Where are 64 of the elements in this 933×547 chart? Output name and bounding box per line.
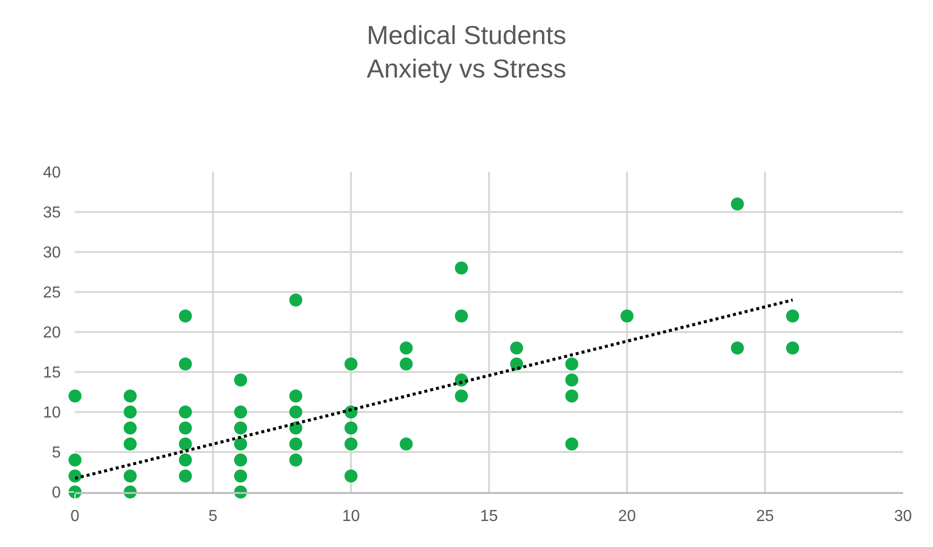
point xyxy=(124,390,137,402)
point xyxy=(124,438,137,450)
x-tick-label: 25 xyxy=(756,508,774,525)
y-tick-label: 35 xyxy=(43,204,61,222)
point xyxy=(510,342,524,354)
point xyxy=(234,438,248,450)
point xyxy=(454,310,468,322)
point xyxy=(68,470,82,482)
y-tick-label: 0 xyxy=(52,484,61,502)
point xyxy=(454,262,468,274)
point xyxy=(289,390,302,402)
point xyxy=(400,438,413,450)
x-tick-label: 10 xyxy=(342,508,360,525)
point xyxy=(178,406,192,418)
point xyxy=(289,406,302,418)
point xyxy=(454,390,468,402)
y-tick-label: 10 xyxy=(43,404,61,422)
point xyxy=(289,454,302,466)
x-tick-label: 20 xyxy=(618,508,636,525)
point xyxy=(565,358,578,370)
point xyxy=(124,470,137,482)
point xyxy=(786,310,800,322)
y-tick-label: 15 xyxy=(43,364,61,382)
y-tick-label: 30 xyxy=(43,244,61,262)
point xyxy=(234,454,248,466)
point xyxy=(289,294,302,306)
point xyxy=(234,374,248,386)
point xyxy=(730,198,744,210)
point xyxy=(124,406,137,418)
point xyxy=(510,358,524,370)
point xyxy=(178,454,192,466)
point xyxy=(234,470,248,482)
point xyxy=(730,342,744,354)
x-tick-label: 30 xyxy=(894,508,912,525)
x-tick-label: 15 xyxy=(480,508,498,525)
point xyxy=(400,342,413,354)
point xyxy=(400,358,413,370)
point xyxy=(344,470,358,482)
y-tick-label: 25 xyxy=(43,284,61,302)
y-tick-label: 5 xyxy=(52,444,61,462)
point xyxy=(178,310,192,322)
point xyxy=(178,422,192,434)
point xyxy=(68,454,82,466)
point xyxy=(178,358,192,370)
point xyxy=(565,374,578,386)
point xyxy=(565,390,578,402)
point xyxy=(68,390,82,402)
point xyxy=(786,342,800,354)
point xyxy=(565,438,578,450)
point xyxy=(344,422,358,434)
point xyxy=(178,470,192,482)
chart-title: Medical Students Anxiety vs Stress xyxy=(366,20,566,84)
point xyxy=(124,422,137,434)
point xyxy=(178,438,192,450)
point xyxy=(234,422,248,434)
y-tick-label: 20 xyxy=(43,324,61,342)
point xyxy=(344,438,358,450)
point xyxy=(620,310,634,322)
x-tick-label: 0 xyxy=(70,508,80,525)
point xyxy=(289,438,302,450)
y-tick-label: 40 xyxy=(43,164,61,182)
point xyxy=(344,358,358,370)
x-tick-label: 5 xyxy=(208,508,218,525)
point xyxy=(234,406,248,418)
